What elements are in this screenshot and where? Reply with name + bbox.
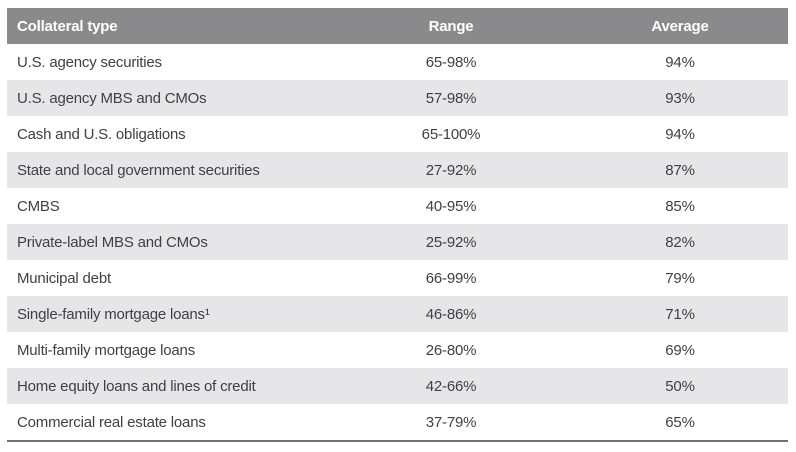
collateral-type-cell: U.S. agency securities bbox=[17, 53, 162, 71]
collateral-type-cell: State and local government securities bbox=[17, 161, 260, 179]
table-row: U.S. agency MBS and CMOs 57-98% 93% bbox=[7, 80, 788, 116]
table-row: Private-label MBS and CMOs 25-92% 82% bbox=[7, 224, 788, 260]
average-cell: 65% bbox=[665, 413, 695, 431]
average-cell: 87% bbox=[665, 161, 695, 179]
range-cell: 25-92% bbox=[425, 233, 477, 251]
table-row: Municipal debt 66-99% 79% bbox=[7, 260, 788, 296]
average-cell: 85% bbox=[665, 197, 695, 215]
column-header-range: Range bbox=[428, 17, 474, 35]
average-cell: 93% bbox=[665, 89, 695, 107]
range-cell: 26-80% bbox=[425, 341, 477, 359]
table-row: Single-family mortgage loans¹ 46-86% 71% bbox=[7, 296, 788, 332]
collateral-type-cell: Cash and U.S. obligations bbox=[17, 125, 186, 143]
average-cell: 50% bbox=[665, 377, 695, 395]
collateral-type-cell: Municipal debt bbox=[17, 269, 111, 287]
column-header-average: Average bbox=[651, 17, 709, 35]
average-cell: 79% bbox=[665, 269, 695, 287]
average-cell: 71% bbox=[665, 305, 695, 323]
table-row: CMBS 40-95% 85% bbox=[7, 188, 788, 224]
column-header-collateral-type: Collateral type bbox=[17, 17, 118, 35]
collateral-type-cell: Single-family mortgage loans¹ bbox=[17, 305, 210, 323]
table-row: Home equity loans and lines of credit 42… bbox=[7, 368, 788, 404]
table-row: Commercial real estate loans 37-79% 65% bbox=[7, 404, 788, 440]
collateral-type-cell: Home equity loans and lines of credit bbox=[17, 377, 256, 395]
table-row: State and local government securities 27… bbox=[7, 152, 788, 188]
table-row: Multi-family mortgage loans 26-80% 69% bbox=[7, 332, 788, 368]
collateral-type-cell: CMBS bbox=[17, 197, 60, 215]
table-header-row: Collateral type Range Average bbox=[7, 8, 788, 44]
range-cell: 42-66% bbox=[425, 377, 477, 395]
table-body: U.S. agency securities 65-98% 94% U.S. a… bbox=[7, 44, 788, 440]
range-cell: 46-86% bbox=[425, 305, 477, 323]
range-cell: 57-98% bbox=[425, 89, 477, 107]
range-cell: 37-79% bbox=[425, 413, 477, 431]
average-cell: 94% bbox=[665, 53, 695, 71]
collateral-type-cell: Multi-family mortgage loans bbox=[17, 341, 195, 359]
range-cell: 66-99% bbox=[425, 269, 477, 287]
range-cell: 27-92% bbox=[425, 161, 477, 179]
collateral-type-cell: Commercial real estate loans bbox=[17, 413, 206, 431]
collateral-haircut-table: Collateral type Range Average U.S. agenc… bbox=[7, 8, 788, 442]
collateral-type-cell: Private-label MBS and CMOs bbox=[17, 233, 208, 251]
table-row: U.S. agency securities 65-98% 94% bbox=[7, 44, 788, 80]
range-cell: 65-100% bbox=[421, 125, 481, 143]
average-cell: 82% bbox=[665, 233, 695, 251]
range-cell: 40-95% bbox=[425, 197, 477, 215]
range-cell: 65-98% bbox=[425, 53, 477, 71]
average-cell: 69% bbox=[665, 341, 695, 359]
table-row: Cash and U.S. obligations 65-100% 94% bbox=[7, 116, 788, 152]
average-cell: 94% bbox=[665, 125, 695, 143]
collateral-type-cell: U.S. agency MBS and CMOs bbox=[17, 89, 207, 107]
